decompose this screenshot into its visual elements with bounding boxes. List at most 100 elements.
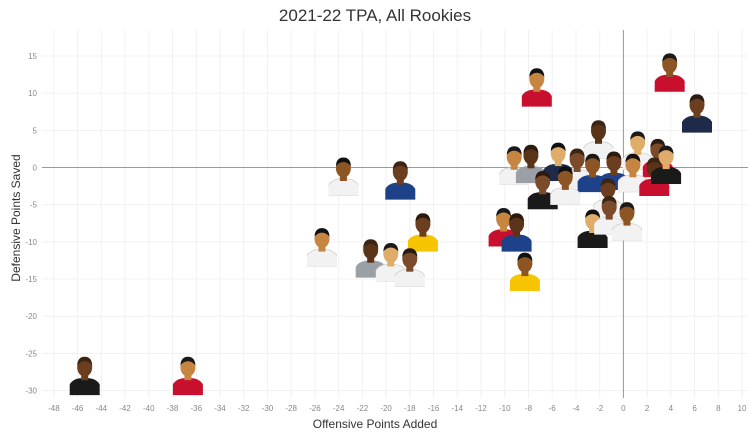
y-tick-label: -10 — [25, 238, 37, 247]
face-shape — [517, 253, 533, 273]
neck-shape — [589, 171, 597, 178]
tick-labels: -48 -46 -44 -42 -40 -38 -36 -34 -32 -30 -28 -26 -24-… — [25, 52, 747, 413]
face-shape — [591, 121, 606, 141]
hair-shape — [658, 145, 674, 155]
face-shape — [496, 209, 512, 228]
neck-shape — [610, 169, 618, 175]
player-headshot-point — [509, 252, 540, 292]
jersey-shape — [328, 178, 359, 196]
jersey-shape — [521, 89, 552, 107]
hair-shape — [646, 157, 662, 166]
x-tick-label: -40 — [143, 404, 155, 413]
hair-shape — [415, 213, 431, 222]
face-shape — [569, 149, 585, 169]
x-tick-label: -36 — [190, 404, 202, 413]
hair-shape — [314, 228, 330, 237]
face-shape — [335, 158, 351, 178]
hair-shape — [601, 196, 617, 205]
x-tick-label: -4 — [572, 404, 580, 413]
x-axis-label: Offensive Points Added — [312, 417, 438, 431]
hair-shape — [689, 94, 705, 103]
x-tick-label: -16 — [428, 404, 440, 413]
neck-shape — [666, 70, 674, 77]
neck-shape — [693, 111, 701, 118]
neck-shape — [81, 374, 89, 381]
neck-shape — [589, 227, 597, 233]
player-headshot-point — [69, 356, 100, 396]
face-shape — [77, 357, 93, 377]
jersey-shape — [172, 378, 203, 396]
x-tick-label: -48 — [48, 404, 60, 413]
jersey-shape — [407, 234, 438, 252]
hair-shape — [363, 239, 379, 248]
y-tick-label: -5 — [30, 201, 38, 210]
face-shape — [606, 152, 622, 172]
player-headshot-point — [577, 209, 608, 248]
face-shape — [557, 167, 573, 187]
neck-shape — [539, 188, 547, 195]
face-shape — [523, 145, 539, 165]
player-headshot-point — [407, 213, 438, 252]
x-tick-label: 10 — [738, 404, 747, 413]
neck-shape — [634, 148, 642, 155]
player-headshot-point — [682, 94, 712, 133]
hair-shape — [662, 53, 678, 62]
neck-shape — [387, 260, 395, 267]
x-tick-label: -26 — [309, 404, 321, 413]
player-headshot-point — [654, 53, 685, 92]
y-tick-label: -15 — [25, 275, 37, 284]
hair-shape — [383, 243, 399, 252]
hair-shape — [550, 142, 566, 152]
player-headshot-point — [550, 166, 581, 205]
neck-shape — [605, 213, 613, 220]
neck-shape — [367, 256, 375, 263]
hair-shape — [496, 208, 512, 217]
y-tick-label: 15 — [28, 52, 37, 61]
hair-shape — [392, 161, 408, 170]
player-headshot-point — [527, 170, 558, 210]
y-tick-label: -30 — [25, 387, 37, 396]
hair-shape — [517, 252, 533, 262]
face-shape — [506, 147, 522, 167]
hair-shape — [523, 144, 539, 154]
x-tick-label: 4 — [669, 404, 674, 413]
neck-shape — [554, 160, 562, 167]
hair-shape — [535, 170, 551, 180]
y-tick-label: 10 — [28, 89, 37, 98]
hair-shape — [509, 213, 525, 222]
neck-shape — [573, 166, 581, 172]
jersey-shape — [550, 187, 581, 205]
face-shape — [662, 54, 678, 74]
hair-shape — [650, 138, 666, 148]
y-tick-label: -25 — [25, 349, 37, 358]
neck-shape — [396, 178, 404, 185]
jersey-shape — [501, 234, 532, 252]
neck-shape — [527, 162, 535, 169]
x-tick-label: -44 — [96, 404, 108, 413]
grid — [42, 30, 748, 398]
face-shape — [601, 197, 617, 217]
player-headshot-point — [612, 202, 642, 241]
hair-shape — [630, 131, 646, 140]
face-shape — [392, 162, 408, 182]
face-shape — [585, 154, 601, 174]
hair-shape — [619, 202, 635, 211]
neck-shape — [533, 85, 541, 92]
hair-shape — [585, 153, 601, 163]
x-tick-label: -22 — [357, 404, 369, 413]
player-headshot-point — [375, 243, 406, 282]
neck-shape — [510, 163, 518, 170]
neck-shape — [513, 230, 521, 237]
x-tick-label: -8 — [525, 404, 533, 413]
x-tick-label: -20 — [380, 404, 392, 413]
player-headshot-point — [651, 145, 682, 185]
hair-shape — [600, 178, 616, 187]
x-tick-label: -12 — [475, 404, 487, 413]
jersey-shape — [69, 378, 100, 396]
y-tick-label: 0 — [33, 164, 38, 173]
face-shape — [180, 357, 196, 377]
hair-shape — [77, 356, 93, 366]
neck-shape — [419, 230, 427, 237]
y-tick-label: -20 — [25, 312, 37, 321]
neck-shape — [629, 171, 637, 178]
